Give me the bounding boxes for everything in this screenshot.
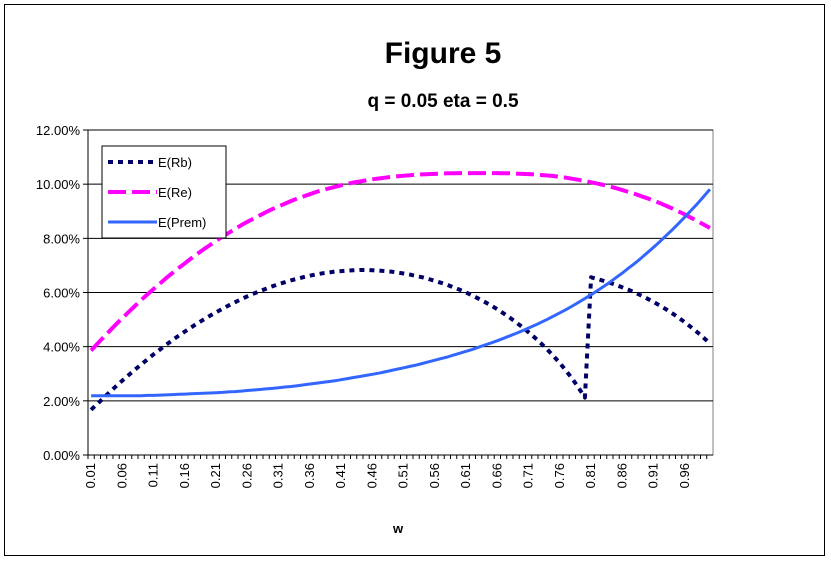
x-tick-label: 0.61 (458, 463, 473, 488)
y-tick-label: 6.00% (43, 286, 80, 301)
y-tick-label: 12.00% (36, 123, 81, 138)
x-tick-label: 0.36 (302, 463, 317, 488)
legend-label-eprem: E(Prem) (158, 215, 206, 230)
x-tick-label: 0.01 (83, 463, 98, 488)
x-axis-label: w (392, 521, 404, 536)
x-tick-label: 0.66 (489, 463, 504, 488)
series-line-2 (91, 188, 712, 398)
x-axis-tick-labels: 0.01 0.06 0.11 0.16 0.21 0.26 0.31 0.36 0.41 0.46… (83, 455, 708, 488)
x-tick-label: 0.06 (114, 463, 129, 488)
legend-label-erb: E(Rb) (158, 155, 192, 170)
x-tick-label: 0.81 (583, 463, 598, 488)
x-tick-label: 0.86 (614, 463, 629, 488)
line-chart: 0.00% 2.00% 4.00% 6.00% 8.00% 10.00% 12.00% 0.… (36, 37, 714, 536)
y-tick-label: 10.00% (36, 177, 81, 192)
x-tick-label: 0.26 (239, 463, 254, 488)
chart-frame: 0.00% 2.00% 4.00% 6.00% 8.00% 10.00% 12.00% 0.… (4, 4, 825, 556)
series-line-0 (89, 268, 712, 412)
chart-subtitle: q = 0.05 eta = 0.5 (367, 91, 518, 112)
chart-title: Figure 5 (385, 37, 502, 70)
y-tick-label: 8.00% (43, 231, 80, 246)
x-tick-label: 0.51 (396, 463, 411, 488)
x-tick-label: 0.16 (177, 463, 192, 488)
x-tick-label: 0.96 (677, 463, 692, 488)
x-tick-label: 0.56 (427, 463, 442, 488)
y-tick-label: 4.00% (43, 340, 80, 355)
legend-label-ere: E(Re) (158, 185, 192, 200)
x-tick-label: 0.21 (208, 463, 223, 488)
x-tick-label: 0.91 (646, 463, 661, 488)
x-tick-label: 0.46 (364, 463, 379, 488)
y-tick-label: 0.00% (43, 448, 80, 463)
x-tick-label: 0.11 (146, 463, 161, 487)
y-tick-label: 2.00% (43, 394, 80, 409)
x-tick-label: 0.71 (521, 463, 536, 488)
legend: E(Rb) E(Re) E(Prem) (101, 145, 227, 239)
x-tick-label: 0.76 (552, 463, 567, 488)
series-lines (89, 171, 712, 412)
y-axis-tick-labels: 0.00% 2.00% 4.00% 6.00% 8.00% 10.00% 12.00% (36, 123, 81, 463)
x-tick-label: 0.41 (333, 463, 348, 488)
series-line-1 (89, 171, 711, 352)
x-tick-label: 0.31 (271, 463, 286, 488)
